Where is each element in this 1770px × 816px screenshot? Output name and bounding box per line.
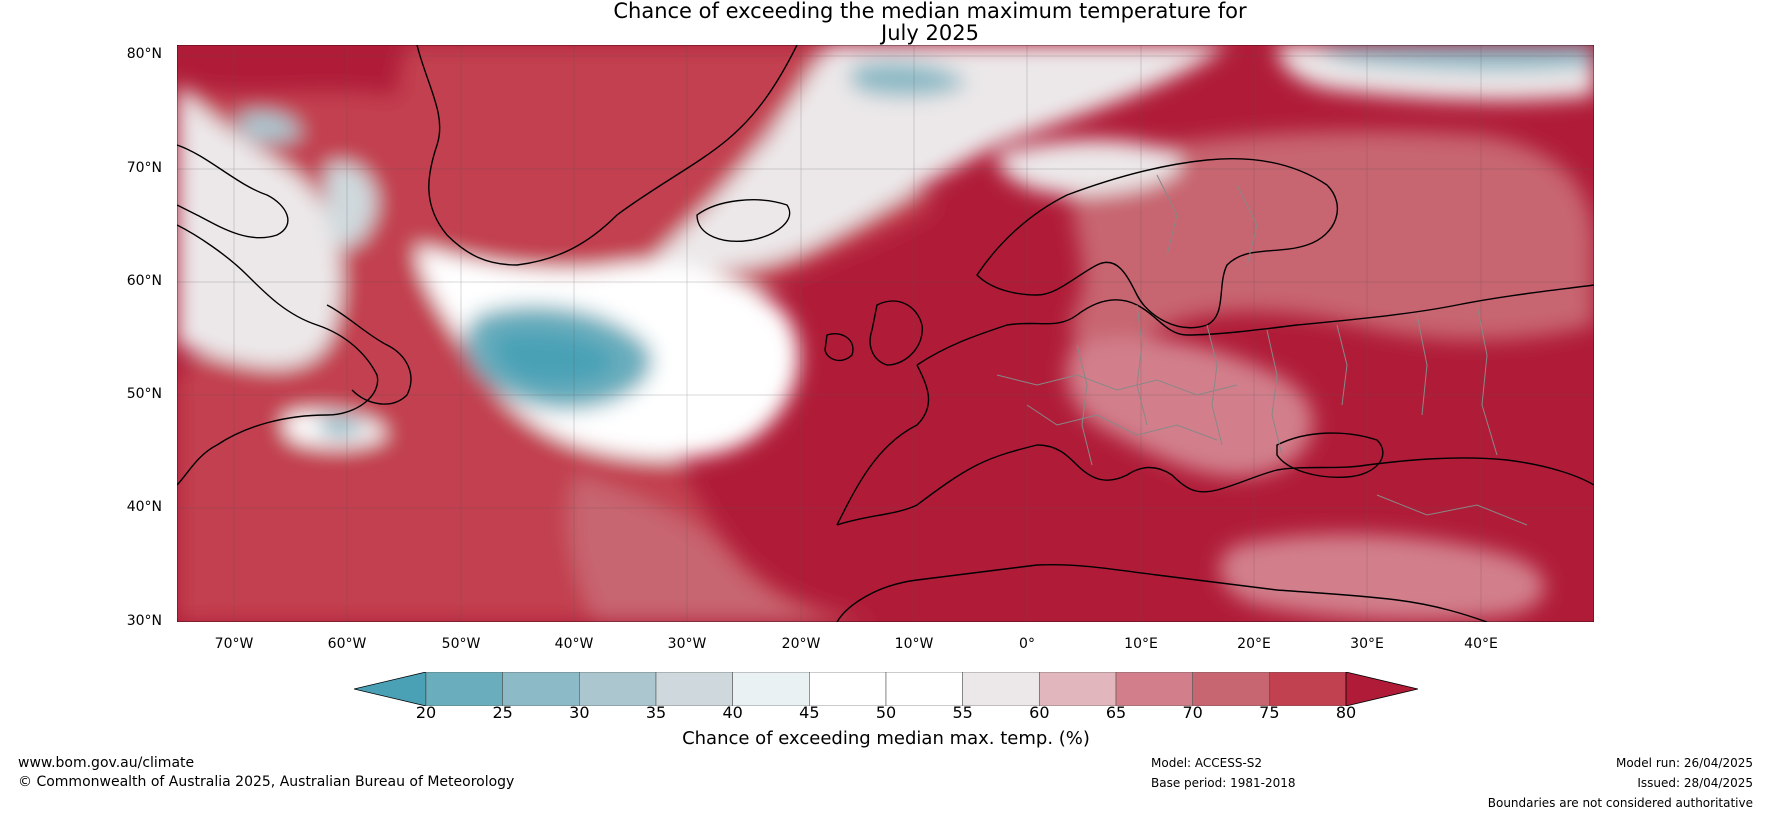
lon-label-10e: 10°E [1124,636,1158,652]
lon-label-0: 0° [1019,636,1035,652]
footer-url[interactable]: www.bom.gov.au/climate [18,755,195,771]
colorbar-upper-extend [1345,671,1419,707]
footer-copyright: © Commonwealth of Australia 2025, Austra… [18,774,515,790]
footer-model-run: Model run: 26/04/2025 [1615,756,1753,770]
coastlines [177,45,1594,622]
colorbar-swatch [1269,671,1347,707]
colorbar-swatch [655,671,733,707]
colorbar-swatch [962,671,1040,707]
lon-label-40e: 40°E [1464,636,1498,652]
lon-label-70w: 70°W [214,636,254,652]
lat-label-50n: 50°N [126,386,162,402]
lon-label-10w: 10°W [894,636,934,652]
lat-label-80n: 80°N [126,46,162,62]
lon-label-30e: 30°E [1350,636,1384,652]
colorbar-tick-label: 35 [645,703,667,722]
colorbar-lower-extend [353,671,427,707]
lat-label-40n: 40°N [126,499,162,515]
lon-label-40w: 40°W [554,636,594,652]
colorbar-swatch [1192,671,1270,707]
colorbar-swatch [579,671,657,707]
title-line-1: Chance of exceeding the median maximum t… [613,0,1247,23]
footer-disclaimer: Boundaries are not considered authoritat… [1487,796,1753,810]
colorbar-swatch [425,671,503,707]
lon-label-50w: 50°W [441,636,481,652]
footer-base-period: Base period: 1981-2018 [1151,776,1296,790]
colorbar-tick-label: 20 [415,703,437,722]
colorbar [353,671,1419,707]
footer-model: Model: ACCESS-S2 [1151,756,1263,770]
colorbar-tick-label: 60 [1029,703,1050,722]
colorbar-swatch [1039,671,1117,707]
graticule [177,45,1594,622]
map-canvas [177,45,1594,622]
colorbar-swatch [809,671,887,707]
footer-issued: Issued: 28/04/2025 [1637,776,1753,790]
colorbar-swatch [732,671,810,707]
borders [996,174,1528,526]
lon-label-20w: 20°W [781,636,821,652]
lat-label-70n: 70°N [126,160,162,176]
lon-label-20e: 20°E [1237,636,1271,652]
colorbar-tick-label: 40 [722,703,743,722]
colorbar-tick-label: 80 [1335,703,1357,722]
lon-label-30w: 30°W [667,636,707,652]
colorbar-swatch [1115,671,1193,707]
colorbar-tick-label: 75 [1259,703,1280,722]
forecast-map [177,45,1594,622]
lon-label-60w: 60°W [327,636,367,652]
colorbar-tick-label: 30 [569,703,590,722]
title-line-2: July 2025 [881,21,979,45]
colorbar-swatch [502,671,580,707]
colorbar-tick-label: 45 [799,703,820,722]
colorbar-tick-label: 25 [492,703,513,722]
lat-label-60n: 60°N [126,273,162,289]
lat-label-30n: 30°N [126,613,162,629]
map-title: Chance of exceeding the median maximum t… [0,0,1770,44]
colorbar-tick-label: 50 [875,703,897,722]
colorbar-swatches [353,671,1419,707]
probability-field [177,45,1594,622]
colorbar-tick-label: 65 [1105,703,1127,722]
colorbar-tick-label: 55 [952,703,973,722]
colorbar-tick-label: 70 [1182,703,1203,722]
colorbar-swatch [885,671,963,707]
colorbar-label: Chance of exceeding median max. temp. (%… [682,728,1090,749]
